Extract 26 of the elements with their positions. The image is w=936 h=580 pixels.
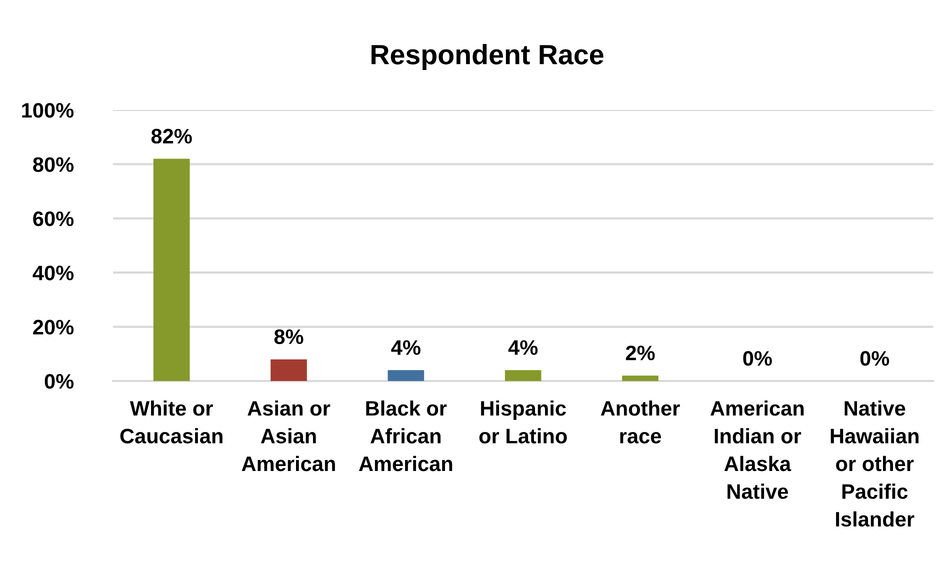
x-tick-label: White or Caucasian bbox=[120, 400, 222, 444]
x-tick-label: Black or African American bbox=[358, 400, 452, 472]
y-tick-label: 60% bbox=[33, 211, 74, 226]
bar bbox=[504, 370, 542, 381]
x-tick-label: Another race bbox=[600, 400, 680, 444]
bar bbox=[270, 359, 307, 381]
x-tick-label: Hispanic or Latino bbox=[479, 400, 567, 444]
y-tick-label: 40% bbox=[32, 266, 74, 280]
x-tick-label: Native Hawaiian or other Pacific Islander bbox=[830, 400, 918, 527]
y-tick-label: 80% bbox=[33, 157, 74, 172]
chart-title: Respondent Race bbox=[372, 44, 604, 70]
data-label: 4% bbox=[391, 340, 420, 355]
bar bbox=[153, 158, 190, 381]
data-label: 4% bbox=[508, 340, 538, 355]
x-tick-label: Asian or Asian American bbox=[242, 400, 335, 472]
x-tick-label: American Indian or Alaska Native bbox=[710, 400, 804, 499]
data-label: 8% bbox=[274, 329, 304, 344]
y-tick-label: 0% bbox=[44, 374, 74, 389]
y-tick-label: 100% bbox=[22, 103, 74, 118]
data-label: 2% bbox=[626, 346, 655, 360]
data-label: 0% bbox=[860, 351, 890, 366]
y-tick-label: 20% bbox=[33, 320, 74, 335]
data-label: 0% bbox=[743, 351, 772, 366]
bar bbox=[622, 376, 658, 381]
data-label: 82% bbox=[151, 128, 192, 144]
bar bbox=[388, 370, 424, 381]
